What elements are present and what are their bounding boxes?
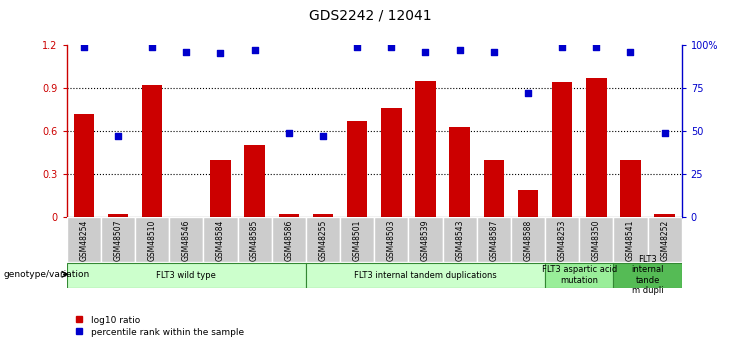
Bar bbox=[408, 217, 442, 262]
Text: GSM48253: GSM48253 bbox=[558, 220, 567, 261]
Point bbox=[249, 47, 261, 53]
Bar bbox=[476, 217, 511, 262]
Bar bbox=[620, 160, 641, 217]
Legend: log10 ratio, percentile rank within the sample: log10 ratio, percentile rank within the … bbox=[71, 312, 247, 341]
Bar bbox=[203, 217, 238, 262]
Bar bbox=[374, 217, 408, 262]
Bar bbox=[272, 217, 306, 262]
Point bbox=[180, 49, 192, 55]
Point bbox=[453, 47, 465, 53]
Text: GSM48350: GSM48350 bbox=[592, 220, 601, 261]
Text: GSM48503: GSM48503 bbox=[387, 220, 396, 261]
Bar bbox=[484, 160, 504, 217]
Bar bbox=[518, 190, 538, 217]
Bar bbox=[306, 217, 340, 262]
Bar bbox=[67, 263, 306, 288]
Point bbox=[522, 90, 534, 96]
Bar bbox=[579, 217, 614, 262]
Bar bbox=[449, 127, 470, 217]
Bar bbox=[545, 217, 579, 262]
Text: GSM48252: GSM48252 bbox=[660, 220, 669, 261]
Point bbox=[556, 44, 568, 49]
Text: genotype/variation: genotype/variation bbox=[4, 270, 90, 279]
Text: FLT3 aspartic acid
mutation: FLT3 aspartic acid mutation bbox=[542, 265, 617, 285]
Text: FLT3 internal tandem duplications: FLT3 internal tandem duplications bbox=[354, 270, 496, 280]
Point bbox=[78, 44, 90, 49]
Text: GSM48541: GSM48541 bbox=[626, 220, 635, 261]
Text: GSM48539: GSM48539 bbox=[421, 220, 430, 261]
Bar bbox=[245, 146, 265, 217]
Text: GSM48507: GSM48507 bbox=[113, 220, 122, 261]
Point bbox=[419, 49, 431, 55]
Bar bbox=[238, 217, 272, 262]
Point bbox=[591, 44, 602, 49]
Bar bbox=[586, 78, 607, 217]
Bar bbox=[107, 215, 128, 217]
Point bbox=[317, 134, 329, 139]
Text: GSM48584: GSM48584 bbox=[216, 220, 225, 261]
Bar bbox=[340, 217, 374, 262]
Point bbox=[625, 49, 637, 55]
Bar bbox=[648, 217, 682, 262]
Point bbox=[146, 44, 158, 49]
Bar bbox=[279, 215, 299, 217]
Bar bbox=[169, 217, 203, 262]
Point bbox=[659, 130, 671, 136]
Bar bbox=[347, 121, 368, 217]
Bar bbox=[101, 217, 135, 262]
Bar bbox=[73, 114, 94, 217]
Point bbox=[351, 44, 363, 49]
Bar bbox=[135, 217, 169, 262]
Text: GSM48254: GSM48254 bbox=[79, 220, 88, 261]
Bar bbox=[67, 217, 101, 262]
Text: GSM48585: GSM48585 bbox=[250, 220, 259, 261]
Bar bbox=[654, 215, 675, 217]
Point bbox=[215, 51, 227, 56]
Bar bbox=[552, 82, 572, 217]
Bar bbox=[442, 217, 476, 262]
Text: GSM48588: GSM48588 bbox=[523, 220, 533, 261]
Bar bbox=[306, 263, 545, 288]
Text: GSM48587: GSM48587 bbox=[489, 220, 498, 261]
Bar bbox=[614, 263, 682, 288]
Point bbox=[385, 44, 397, 49]
Bar bbox=[614, 217, 648, 262]
Text: GSM48255: GSM48255 bbox=[319, 220, 328, 261]
Bar bbox=[142, 85, 162, 217]
Bar bbox=[210, 160, 230, 217]
Text: GSM48510: GSM48510 bbox=[147, 220, 156, 261]
Point bbox=[112, 134, 124, 139]
Text: GSM48546: GSM48546 bbox=[182, 220, 190, 261]
Text: GDS2242 / 12041: GDS2242 / 12041 bbox=[309, 9, 432, 23]
Text: GSM48586: GSM48586 bbox=[285, 220, 293, 261]
Text: GSM48501: GSM48501 bbox=[353, 220, 362, 261]
Text: FLT3
internal
tande
m dupli: FLT3 internal tande m dupli bbox=[631, 255, 664, 295]
Point bbox=[488, 49, 499, 55]
Bar bbox=[415, 81, 436, 217]
Bar bbox=[381, 108, 402, 217]
Text: GSM48543: GSM48543 bbox=[455, 220, 464, 261]
Text: FLT3 wild type: FLT3 wild type bbox=[156, 270, 216, 280]
Bar bbox=[545, 263, 614, 288]
Point bbox=[283, 130, 295, 136]
Bar bbox=[511, 217, 545, 262]
Bar bbox=[313, 215, 333, 217]
